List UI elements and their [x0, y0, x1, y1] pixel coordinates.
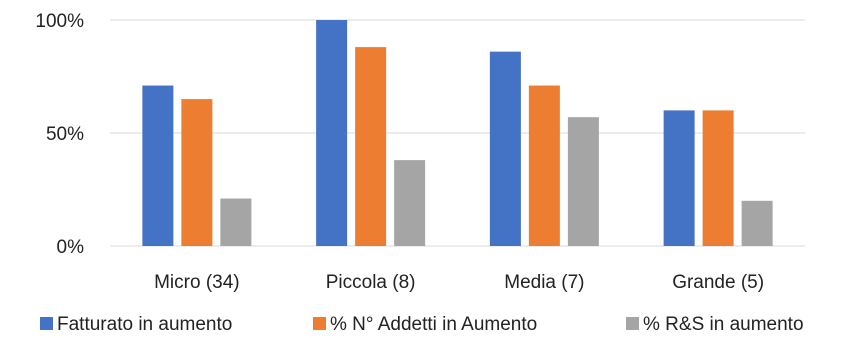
category-label: Media (7) — [504, 272, 584, 293]
gridlines — [110, 19, 805, 247]
bar-3-2 — [394, 160, 426, 246]
legend-swatch — [626, 317, 639, 330]
bar-1-3 — [489, 51, 521, 246]
x-axis-category-labels: Micro (34) Piccola (8) Media (7) Grande (5) — [154, 272, 764, 293]
bar-2-1 — [181, 99, 213, 246]
bar-2-2 — [355, 47, 387, 247]
bar-1-1 — [142, 85, 174, 246]
legend-swatch — [40, 317, 53, 330]
y-axis-tick-labels: 0% 50% 100% — [35, 11, 84, 258]
category-label: Piccola (8) — [326, 272, 416, 293]
bar-1-4 — [663, 110, 695, 247]
legend-label: Fatturato in aumento — [57, 314, 232, 335]
category-label: Grande (5) — [672, 272, 764, 293]
category-label: Micro (34) — [154, 272, 240, 293]
legend: Fatturato in aumento % N° Addetti in Aume… — [40, 314, 804, 335]
y-tick-label: 100% — [35, 11, 84, 32]
bar-2-4 — [702, 110, 734, 247]
bar-3-4 — [741, 200, 773, 246]
legend-label: % R&S in aumento — [643, 314, 804, 335]
bar-2-3 — [528, 85, 560, 246]
legend-label: % N° Addetti in Aumento — [330, 314, 537, 335]
legend-swatch — [313, 317, 326, 330]
y-tick-label: 50% — [46, 124, 84, 145]
bar-1-2 — [316, 20, 348, 246]
bar-3-1 — [220, 198, 252, 246]
bars — [142, 20, 773, 247]
bar-3-3 — [567, 117, 599, 247]
y-tick-label: 0% — [57, 237, 85, 258]
